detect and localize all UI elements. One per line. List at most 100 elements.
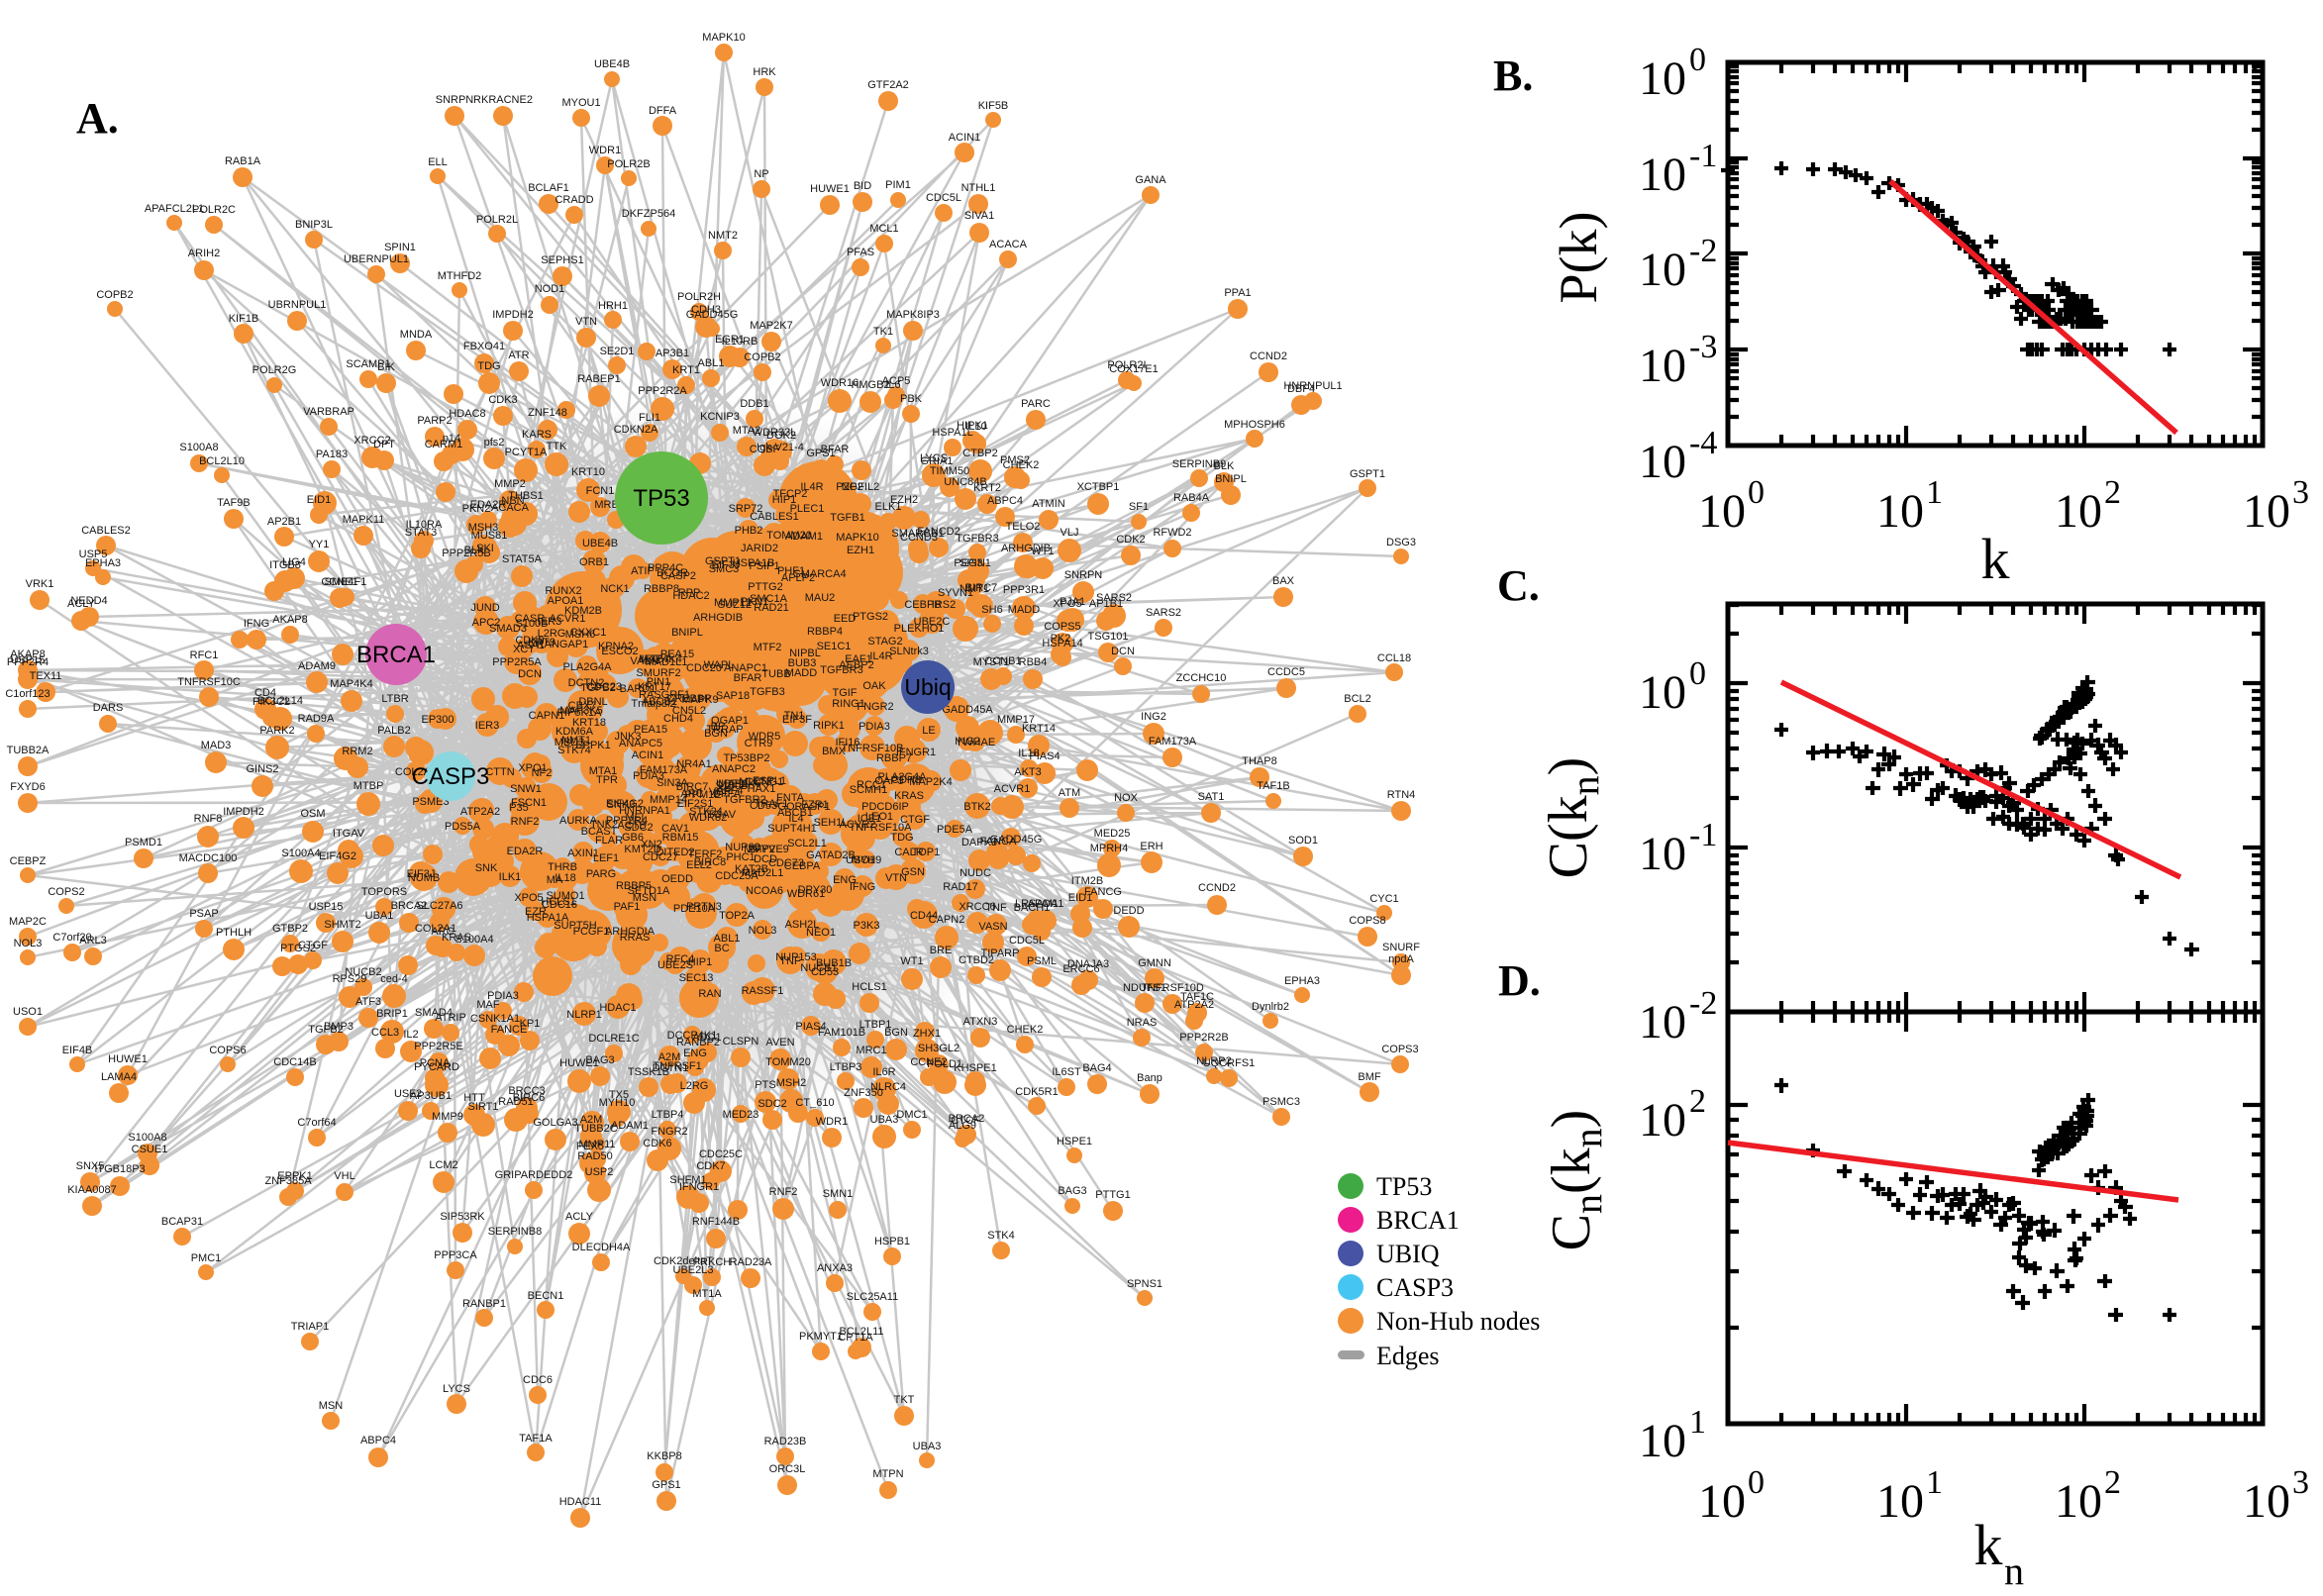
svg-text:CBX7: CBX7 — [568, 700, 597, 712]
svg-text:CDC5L: CDC5L — [1009, 935, 1045, 947]
svg-text:FCN1: FCN1 — [586, 485, 615, 497]
svg-text:PPP2R4: PPP2R4 — [606, 815, 648, 827]
svg-text:POLR2G: POLR2G — [252, 364, 297, 376]
svg-text:SYVN1: SYVN1 — [938, 587, 973, 599]
svg-text:PRTN3: PRTN3 — [686, 901, 722, 913]
svg-text:ITGB18P3: ITGB18P3 — [94, 1163, 145, 1175]
svg-text:PLEKHO1: PLEKHO1 — [894, 623, 945, 635]
svg-text:SNK: SNK — [475, 862, 498, 874]
svg-text:PBK: PBK — [900, 393, 923, 405]
svg-text:CTGF: CTGF — [900, 814, 930, 826]
svg-text:NMT2: NMT2 — [708, 230, 738, 242]
svg-text:10: 10 — [1876, 1475, 1924, 1528]
svg-text:SARS2: SARS2 — [1146, 607, 1181, 619]
svg-text:HDAC1: HDAC1 — [599, 1002, 636, 1014]
svg-text:TGFBR3: TGFBR3 — [820, 664, 862, 676]
svg-text:10: 10 — [1698, 1475, 1746, 1528]
svg-text:S100A8: S100A8 — [128, 1132, 166, 1144]
svg-text:BIRC8: BIRC8 — [694, 856, 726, 868]
svg-text:MAPK10: MAPK10 — [702, 32, 745, 44]
svg-text:PPP2R5B: PPP2R5B — [442, 548, 491, 559]
svg-text:IER3: IER3 — [538, 616, 561, 628]
svg-text:MAD1L1: MAD1L1 — [646, 656, 688, 668]
svg-text:CEBPA: CEBPA — [784, 860, 821, 872]
svg-text:TNF: TNF — [985, 902, 1007, 914]
svg-text:ACIN1: ACIN1 — [632, 749, 663, 761]
svg-text:0: 0 — [1748, 1464, 1765, 1501]
svg-text:PK2: PK2 — [1051, 633, 1071, 645]
svg-text:CAPN1: CAPN1 — [529, 710, 565, 722]
svg-text:STK4: STK4 — [987, 1230, 1015, 1242]
svg-text:TOMM20: TOMM20 — [765, 1056, 811, 1068]
svg-text:S100B: S100B — [515, 618, 548, 630]
svg-text:BRCA1: BRCA1 — [1376, 1206, 1460, 1235]
svg-text:USO1: USO1 — [13, 1006, 43, 1018]
svg-text:CHEK2: CHEK2 — [1003, 459, 1040, 471]
svg-text:IMPDH2: IMPDH2 — [492, 309, 534, 321]
svg-text:TNFRSF1: TNFRSF1 — [653, 1060, 702, 1072]
svg-text:AURKA: AURKA — [559, 815, 598, 827]
svg-text:EID1: EID1 — [307, 494, 331, 506]
svg-text:LTBP4: LTBP4 — [652, 1109, 684, 1121]
svg-text:TGFBR3: TGFBR3 — [956, 533, 998, 545]
svg-text:CD53: CD53 — [811, 966, 839, 978]
svg-text:FLI1: FLI1 — [639, 412, 660, 424]
svg-text:PDE5A: PDE5A — [937, 824, 973, 836]
svg-text:TGFBR2: TGFBR2 — [723, 794, 765, 806]
svg-text:CSNK1A1: CSNK1A1 — [470, 1013, 520, 1025]
svg-text:FAM173A: FAM173A — [1149, 736, 1197, 748]
svg-text:KIAA0087: KIAA0087 — [67, 1184, 117, 1196]
svg-text:MAPK9: MAPK9 — [681, 694, 718, 706]
svg-text:BCL2L10: BCL2L10 — [199, 455, 245, 467]
svg-text:HTT: HTT — [463, 1092, 485, 1104]
svg-text:SIRT1: SIRT1 — [468, 1101, 499, 1113]
svg-text:TAF1A: TAF1A — [519, 1433, 553, 1445]
svg-text:KHSPE1: KHSPE1 — [954, 1062, 996, 1074]
svg-text:GSN: GSN — [901, 866, 925, 878]
svg-text:XCTBP1: XCTBP1 — [1077, 481, 1120, 493]
svg-text:FANCE: FANCE — [491, 1024, 528, 1036]
svg-text:S100A4: S100A4 — [454, 934, 493, 946]
svg-text:EIF4G2: EIF4G2 — [319, 850, 356, 862]
svg-text:BGN: BGN — [704, 728, 728, 740]
svg-text:EGR1: EGR1 — [715, 334, 745, 346]
svg-text:RBB4: RBB4 — [1019, 656, 1048, 668]
svg-text:RNF144B: RNF144B — [692, 1216, 740, 1228]
svg-text:CASP3: CASP3 — [1376, 1273, 1454, 1302]
svg-text:BRIP1: BRIP1 — [376, 1008, 408, 1020]
svg-text:MAP2C: MAP2C — [9, 916, 47, 928]
svg-text:CDC5L: CDC5L — [926, 192, 961, 204]
svg-text:ACP5: ACP5 — [882, 375, 911, 387]
svg-text:PCYT1A: PCYT1A — [505, 447, 548, 458]
svg-text:TGFB2: TGFB2 — [308, 1024, 343, 1036]
svg-text:ASH2L: ASH2L — [785, 919, 820, 931]
svg-text:PIP5K1A: PIP5K1A — [557, 707, 602, 719]
svg-text:JARID2: JARID2 — [741, 543, 778, 554]
svg-text:A.: A. — [76, 94, 119, 143]
svg-text:MAU2: MAU2 — [805, 592, 836, 604]
svg-text:CREBBP: CREBBP — [666, 693, 711, 705]
svg-text:IL18: IL18 — [555, 872, 575, 884]
svg-text:-3: -3 — [1689, 329, 1717, 365]
svg-text:HNRNPA1: HNRNPA1 — [619, 805, 670, 817]
svg-text:PEG3: PEG3 — [954, 557, 982, 569]
svg-text:WDR33L: WDR33L — [753, 427, 797, 439]
svg-text:TSG101: TSG101 — [1088, 631, 1129, 643]
svg-text:TGFB1: TGFB1 — [830, 512, 864, 524]
svg-text:PYCARD: PYCARD — [414, 1061, 459, 1073]
svg-text:TNK2: TNK2 — [590, 819, 618, 831]
svg-text:MAP2K7: MAP2K7 — [750, 320, 792, 332]
svg-text:MLLT3: MLLT3 — [739, 776, 771, 788]
svg-text:ANAPC2: ANAPC2 — [712, 763, 756, 775]
svg-text:RANBP2: RANBP2 — [676, 1037, 720, 1048]
svg-text:PHB2: PHB2 — [735, 525, 763, 537]
svg-text:UBE4B: UBE4B — [594, 58, 630, 70]
svg-text:IRS2: IRS2 — [932, 599, 956, 611]
svg-text:A2M: A2M — [658, 1051, 681, 1063]
svg-text:ABL1: ABL1 — [714, 933, 741, 945]
svg-text:EAF1: EAF1 — [845, 653, 872, 665]
svg-text:SDC2: SDC2 — [624, 822, 653, 834]
svg-text:NUDC: NUDC — [960, 867, 991, 879]
svg-text:CDK2: CDK2 — [1116, 534, 1145, 546]
svg-text:AKT3: AKT3 — [1014, 766, 1042, 778]
